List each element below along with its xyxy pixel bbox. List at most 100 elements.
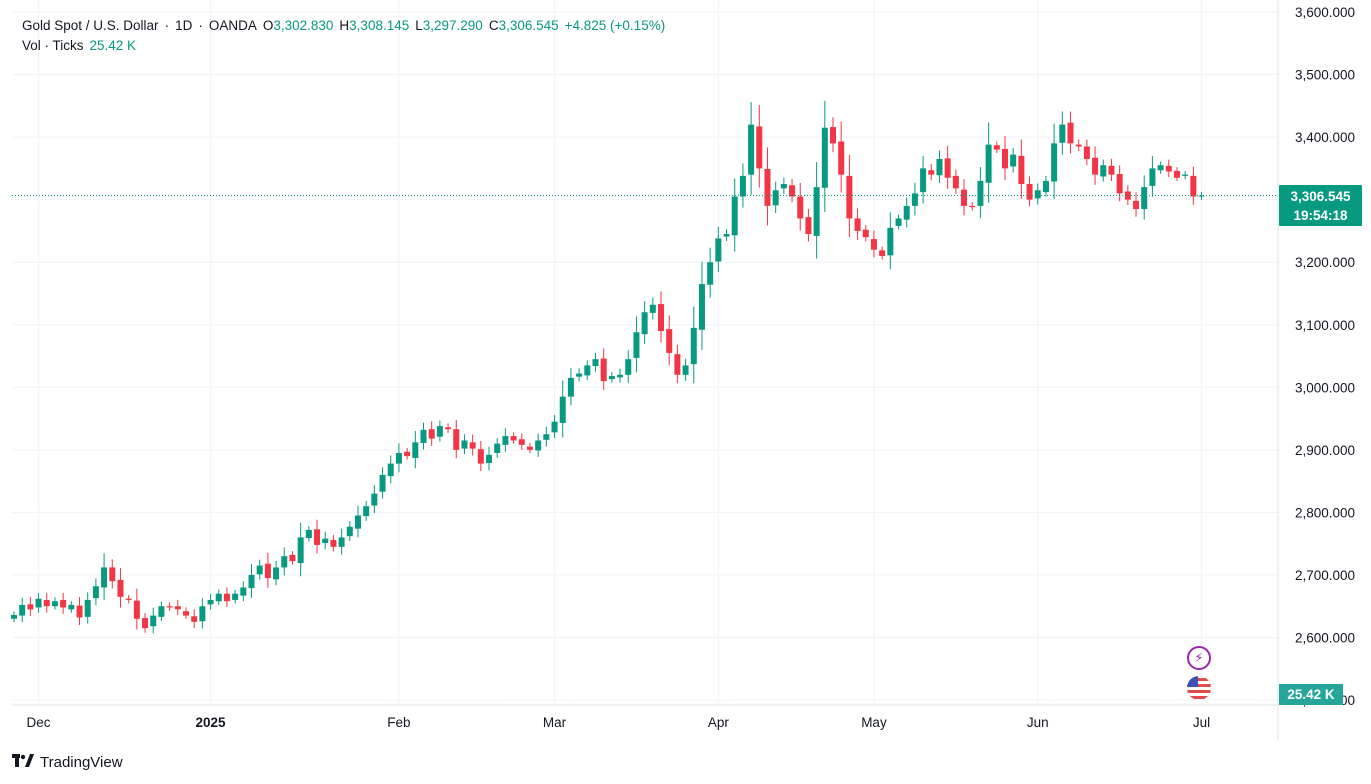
- last-price-tag: 3,306.545 19:54:18: [1279, 184, 1362, 226]
- candle-body: [125, 598, 132, 600]
- close-label: C: [488, 18, 499, 33]
- candle-body: [862, 229, 869, 238]
- candle-body: [739, 175, 746, 197]
- candle-body: [240, 587, 247, 596]
- candle-body: [1092, 157, 1099, 175]
- candle-body: [633, 332, 640, 358]
- candle-body: [494, 443, 501, 453]
- symbol-name[interactable]: Gold Spot / U.S. Dollar: [22, 18, 159, 33]
- candle-body: [1173, 170, 1180, 178]
- candle-body: [1083, 146, 1090, 159]
- time-tick-label: May: [861, 715, 887, 730]
- candle-body: [895, 218, 902, 226]
- candle-body: [363, 506, 370, 517]
- candle-body: [625, 359, 632, 375]
- candle-body: [461, 440, 468, 449]
- candle-body: [821, 127, 828, 188]
- candle-body: [838, 141, 845, 175]
- candle-body: [535, 440, 542, 451]
- candle-body: [764, 169, 771, 206]
- high-value: 3,308.145: [349, 18, 410, 33]
- time-tick-label: Jun: [1027, 715, 1049, 730]
- candle-body: [35, 598, 42, 608]
- candle-body: [846, 175, 853, 219]
- candle-body: [330, 539, 337, 547]
- candle-body: [993, 145, 1000, 150]
- candle-body: [805, 217, 812, 235]
- candle-body: [1051, 143, 1058, 182]
- candle-body: [1190, 175, 1197, 197]
- bar-countdown: 19:54:18: [1293, 207, 1348, 223]
- candle-body: [371, 493, 378, 506]
- candle-body: [215, 593, 222, 602]
- tradingview-brand[interactable]: TradingView: [12, 752, 123, 773]
- candle-body: [1026, 184, 1033, 200]
- low-value: 3,297.290: [422, 18, 483, 33]
- candle-body: [1198, 195, 1205, 197]
- us-flag-icon[interactable]: [1187, 676, 1211, 700]
- candle-body: [756, 126, 763, 169]
- candle-body: [797, 196, 804, 219]
- candle-body: [707, 262, 714, 285]
- candle-body: [354, 515, 361, 529]
- candle-body: [1010, 154, 1017, 167]
- candle-body: [264, 563, 271, 579]
- candle-body: [412, 442, 419, 458]
- candle-body: [182, 611, 189, 616]
- candle-body: [297, 537, 304, 564]
- candle-body: [453, 429, 460, 450]
- candle-body: [1100, 165, 1107, 177]
- candle-body: [649, 304, 656, 313]
- legend-separator: ·: [164, 18, 170, 33]
- candle-body: [748, 124, 755, 175]
- candle-body: [502, 436, 509, 445]
- candle-body: [60, 599, 67, 608]
- candle-body: [920, 168, 927, 193]
- candle-body: [977, 180, 984, 206]
- candle-body: [11, 614, 17, 619]
- time-axis[interactable]: Dec 2025 Feb Mar Apr May Jun Jul: [27, 715, 1211, 730]
- candle-body: [510, 436, 517, 441]
- candle-body: [92, 586, 99, 599]
- candle-body: [887, 227, 894, 256]
- candle-body: [1034, 190, 1041, 199]
- change-value: +4.825 (+0.15%): [564, 18, 666, 33]
- interval-label[interactable]: 1D: [175, 18, 193, 33]
- chart-legend: Gold Spot / U.S. Dollar · 1D · OANDA O 3,…: [22, 16, 665, 56]
- candle-body: [961, 189, 968, 206]
- candle-body: [559, 396, 566, 423]
- candle-body: [273, 567, 280, 580]
- candle-body: [27, 604, 34, 610]
- price-axis[interactable]: 3,600.0003,500.0003,400.0003,300.0003,20…: [1295, 5, 1355, 708]
- candle-body: [1124, 191, 1131, 200]
- price-tick-label: 2,700.000: [1295, 568, 1355, 583]
- candle-body: [567, 377, 574, 397]
- close-value: 3,306.545: [498, 18, 559, 33]
- candle-body: [551, 421, 558, 433]
- candle-body: [936, 158, 943, 176]
- candle-body: [207, 599, 214, 605]
- time-tick-label: 2025: [196, 715, 227, 730]
- candle-body: [281, 556, 288, 568]
- last-price-value: 3,306.545: [1290, 188, 1351, 204]
- volume-label[interactable]: Vol · Ticks: [22, 38, 84, 53]
- candle-body: [117, 579, 124, 597]
- candle-body: [1141, 187, 1148, 210]
- time-tick-label: Feb: [387, 715, 410, 730]
- candle-body: [944, 158, 951, 178]
- candle-body: [789, 185, 796, 197]
- candle-body: [68, 604, 75, 610]
- candle-body: [600, 358, 607, 382]
- price-tick-label: 3,500.000: [1295, 68, 1355, 83]
- price-tick-label: 2,600.000: [1295, 631, 1355, 646]
- candle-body: [199, 606, 206, 622]
- candle-body: [1075, 144, 1082, 147]
- candle-body: [445, 427, 452, 430]
- candle-body: [379, 474, 386, 492]
- exchange-label: OANDA: [208, 18, 257, 33]
- candle-body: [698, 284, 705, 330]
- lightning-icon[interactable]: ⚡: [1187, 646, 1211, 670]
- candle-body: [674, 354, 681, 375]
- candle-body: [19, 604, 26, 616]
